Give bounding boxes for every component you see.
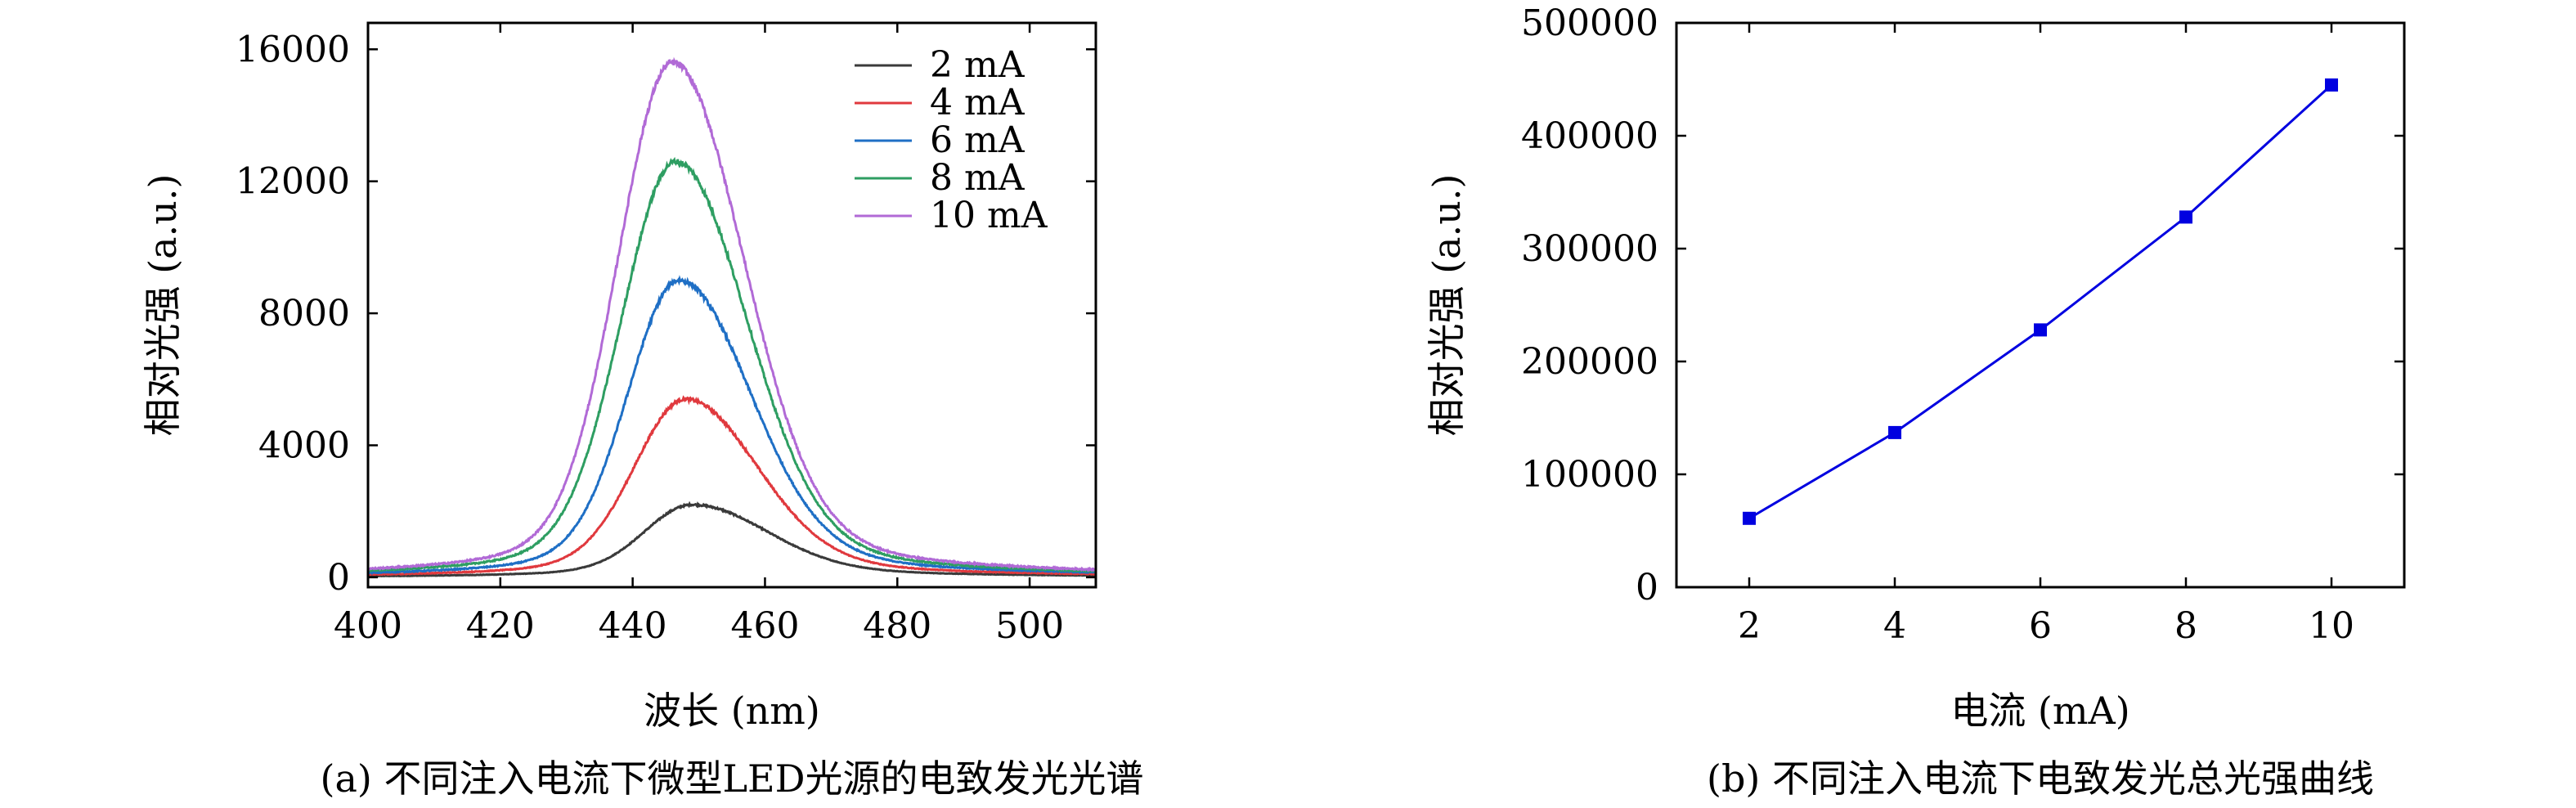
intensity-x-axis-label: 电流 (mA) <box>1950 689 2129 733</box>
spectrum-x-tick-label: 400 <box>334 605 402 647</box>
intensity-x-tick-label: 10 <box>2309 605 2354 647</box>
intensity-y-tick-label: 300000 <box>1521 228 1658 270</box>
legend-label: 6 mA <box>930 119 1025 161</box>
spectrum-x-tick-label: 420 <box>466 605 535 647</box>
intensity-y-tick-label: 200000 <box>1521 341 1658 383</box>
spectrum-x-tick-label: 460 <box>730 605 799 647</box>
intensity-y-tick-label: 400000 <box>1521 115 1658 157</box>
spectrum-series-line <box>366 275 1096 576</box>
intensity-line <box>1743 78 2338 525</box>
spectrum-y-tick-label: 8000 <box>258 293 350 334</box>
spectrum-series-line <box>367 56 1097 572</box>
intensity-x-tick-label: 8 <box>2174 605 2197 647</box>
intensity-plot-frame <box>1675 21 2406 589</box>
total-intensity-chart: 2 4 6 8 10 0 100000 200000 300000 400000 500000 电流… <box>1425 2 2406 801</box>
spectrum-y-tick-label: 16000 <box>236 29 350 70</box>
spectrum-y-axis-label: 相对光强 (a.u.) <box>141 174 185 437</box>
intensity-x-tick-label: 6 <box>2029 605 2052 647</box>
intensity-y-tick-label: 500000 <box>1521 2 1658 44</box>
spectrum-series-line <box>367 501 1096 578</box>
intensity-y-axis-label: 相对光强 (a.u.) <box>1425 174 1469 437</box>
spectrum-lines <box>366 56 1097 578</box>
spectrum-y-tick-label: 0 <box>327 557 350 599</box>
legend-label: 2 mA <box>930 44 1025 86</box>
intensity-data-point <box>2179 210 2192 224</box>
legend-label: 4 mA <box>930 82 1025 123</box>
spectrum-x-tick-label: 440 <box>599 605 667 647</box>
spectrum-caption: (a) 不同注入电流下微型LED光源的电致发光光谱 <box>321 756 1144 801</box>
intensity-x-tick-label: 2 <box>1738 605 1761 647</box>
intensity-y-tick-label: 0 <box>1636 567 1658 608</box>
spectrum-y-tick-label: 4000 <box>258 424 350 466</box>
spectrum-series-line <box>366 156 1096 573</box>
spectrum-x-axis-label: 波长 (nm) <box>644 689 820 733</box>
spectrum-ticks: 400 420 440 460 480 500 0 4000 8000 12000 16000 <box>236 23 1096 647</box>
spectrum-x-tick-label: 480 <box>863 605 931 647</box>
spectrum-x-tick-label: 500 <box>995 605 1064 647</box>
intensity-caption: (b) 不同注入电流下电致发光总光强曲线 <box>1707 756 2374 801</box>
intensity-y-tick-label: 100000 <box>1521 454 1658 496</box>
intensity-data-point <box>2034 323 2047 337</box>
intensity-ticks: 2 4 6 8 10 0 100000 200000 300000 400000 500000 <box>1521 2 2404 647</box>
spectrum-series-line <box>367 395 1096 577</box>
intensity-x-tick-label: 4 <box>1883 605 1906 647</box>
intensity-data-point <box>2325 78 2338 92</box>
spectrum-plot-frame <box>366 21 1097 589</box>
intensity-series-line <box>1748 83 2333 520</box>
legend-label: 10 mA <box>930 195 1048 236</box>
legend-label: 8 mA <box>930 157 1025 199</box>
spectrum-chart: 400 420 440 460 480 500 0 4000 8000 12000 16000 2 … <box>141 21 1144 801</box>
intensity-data-point <box>1888 425 1901 439</box>
spectrum-y-tick-label: 12000 <box>236 161 350 203</box>
intensity-data-point <box>1743 511 1756 525</box>
